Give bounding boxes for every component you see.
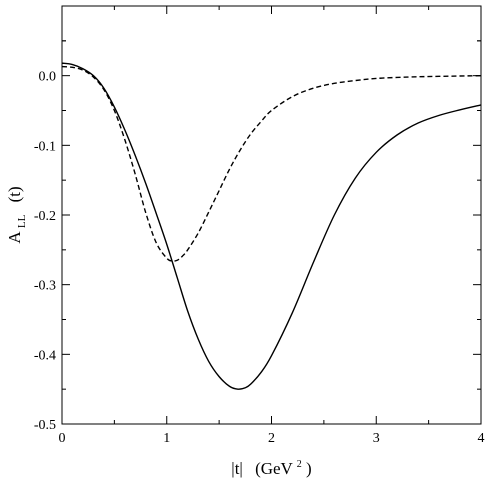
y-tick-label: -0.3 [34, 279, 56, 294]
x-axis-title-close: ) [306, 459, 312, 478]
series-line-dashed [61, 65, 482, 262]
y-axis-title-main: A [5, 231, 24, 244]
x-tick-label: 0 [59, 431, 66, 446]
series-layer [61, 62, 482, 390]
x-tick-label: 2 [268, 431, 275, 446]
y-tick-label: -0.2 [34, 209, 56, 224]
plot-frame [61, 5, 482, 425]
y-tick-label: -0.1 [34, 139, 56, 154]
ticks: 0 1 2 3 4 -0.5 -0.4 -0.3 -0.2 -0.1 0.0 [34, 6, 485, 446]
y-tick-label: 0.0 [39, 70, 57, 85]
y-axis-title-sub: LL [16, 214, 28, 228]
x-axis-title-main: |t| [231, 459, 243, 478]
y-axis-title: A LL (t) [5, 186, 29, 243]
x-tick-label: 4 [478, 431, 485, 446]
series-line-solid [61, 62, 482, 390]
x-axis-title-sup: 2 [297, 459, 302, 470]
y-tick-label: -0.4 [34, 348, 56, 363]
y-tick-label: -0.5 [34, 418, 56, 433]
y-axis-title-arg: (t) [5, 186, 24, 202]
x-tick-label: 1 [163, 431, 170, 446]
axes [61, 5, 482, 425]
x-axis-title-unit: (GeV [255, 459, 293, 478]
x-tick-label: 3 [373, 431, 380, 446]
x-axis-title: |t| (GeV 2 ) [231, 452, 311, 478]
